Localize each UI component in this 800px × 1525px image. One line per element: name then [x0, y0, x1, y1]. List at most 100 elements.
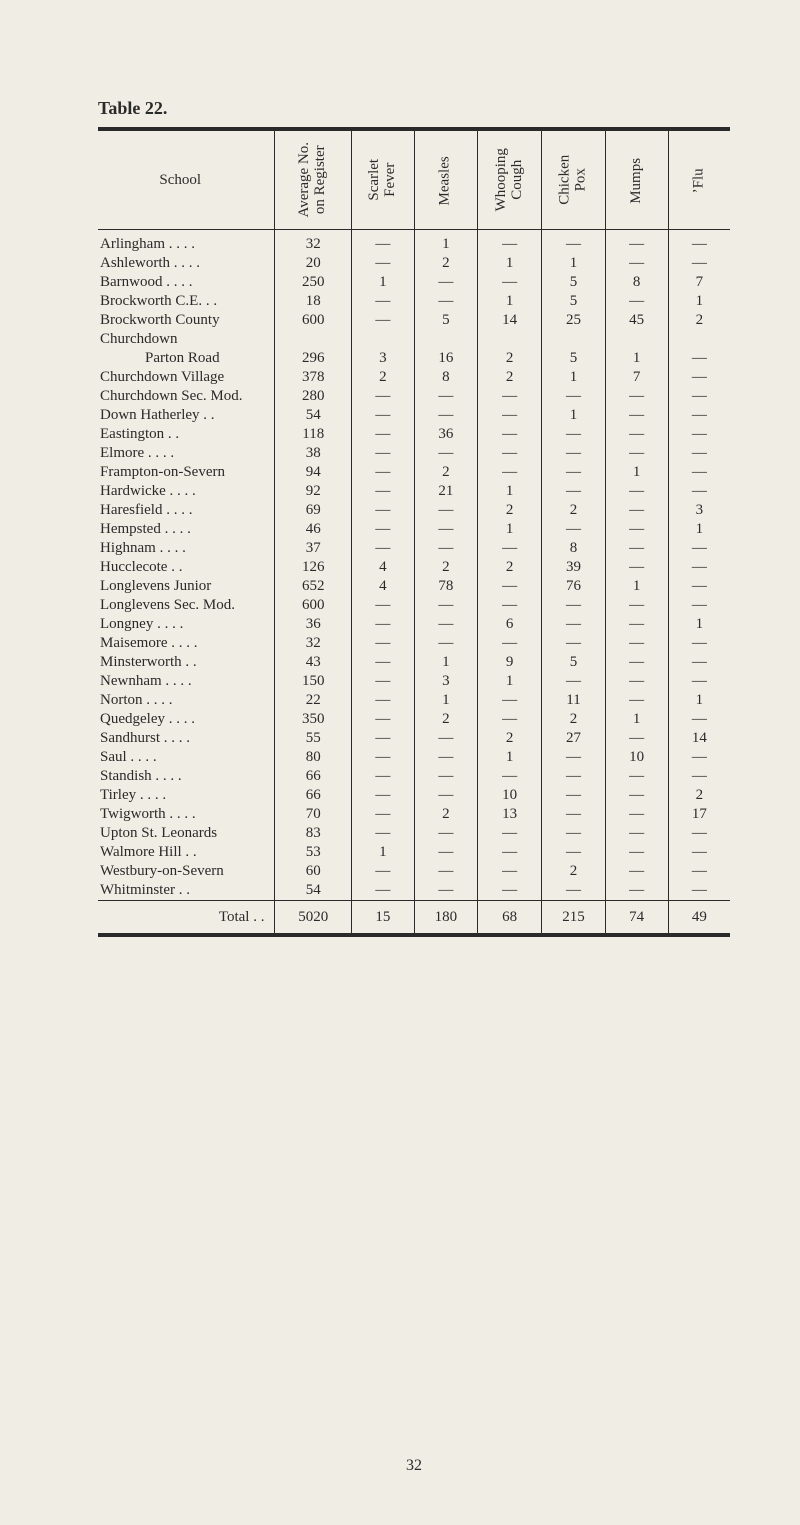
cell-value: 60	[275, 862, 352, 881]
cell-value: 1	[478, 482, 542, 501]
school-name: Longlevens Junior	[98, 577, 275, 596]
cell-value: —	[478, 824, 542, 843]
cell-value: —	[352, 767, 415, 786]
cell-value: —	[478, 634, 542, 653]
total-avg-no: 5020	[275, 901, 352, 936]
cell-value: —	[478, 691, 542, 710]
cell-value: —	[478, 862, 542, 881]
cell-value: 80	[275, 748, 352, 767]
cell-value: —	[542, 235, 605, 254]
cell-value: —	[352, 520, 415, 539]
table-title: Table 22.	[98, 98, 730, 119]
school-name: Upton St. Leonards	[98, 824, 275, 843]
cell-value: —	[414, 520, 477, 539]
cell-value: —	[668, 843, 730, 862]
school-name: Frampton-on-Severn	[98, 463, 275, 482]
cell-value: 2	[414, 805, 477, 824]
cell-value: 20	[275, 254, 352, 273]
cell-value: —	[478, 710, 542, 729]
cell-value: —	[352, 444, 415, 463]
cell-value: 1	[414, 691, 477, 710]
cell-value: —	[352, 653, 415, 672]
cell-value: 76	[542, 577, 605, 596]
cell-value: 1	[542, 406, 605, 425]
cell-value: 1	[668, 292, 730, 311]
cell-value: —	[414, 539, 477, 558]
cell-value: —	[478, 596, 542, 615]
school-name: Down Hatherley . .	[98, 406, 275, 425]
cell-value: —	[668, 634, 730, 653]
school-name: Barnwood . . . .	[98, 273, 275, 292]
cell-value: —	[352, 748, 415, 767]
cell-value	[605, 330, 668, 349]
cell-value: 2	[542, 710, 605, 729]
cell-value: 1	[478, 292, 542, 311]
cell-value: 5	[414, 311, 477, 330]
cell-value: 1	[478, 672, 542, 691]
school-name: Newnham . . . .	[98, 672, 275, 691]
cell-value: —	[605, 406, 668, 425]
cell-value: —	[668, 862, 730, 881]
table-row: Maisemore . . . .32——————	[98, 634, 730, 653]
school-name: Brockworth C.E. . .	[98, 292, 275, 311]
cell-value: —	[352, 596, 415, 615]
cell-value: —	[605, 292, 668, 311]
cell-value: —	[414, 824, 477, 843]
table-row: Minsterworth . .43—195——	[98, 653, 730, 672]
table-body: Arlingham . . . .32—1————Ashleworth . . …	[98, 230, 730, 901]
table-row: Walmore Hill . .531—————	[98, 843, 730, 862]
cell-value: 1	[605, 349, 668, 368]
cell-value	[668, 330, 730, 349]
school-name: Hucclecote . .	[98, 558, 275, 577]
cell-value: 5	[542, 653, 605, 672]
col-whooping-cough: WhoopingCough	[478, 131, 542, 230]
cell-value: —	[414, 444, 477, 463]
school-name: Longlevens Sec. Mod.	[98, 596, 275, 615]
table-row: Elmore . . . .38——————	[98, 444, 730, 463]
cell-value: —	[478, 463, 542, 482]
table-row: Churchdown Village37828217—	[98, 368, 730, 387]
cell-value: —	[668, 349, 730, 368]
cell-value: —	[605, 881, 668, 901]
col-measles: Measles	[414, 131, 477, 230]
cell-value: —	[605, 387, 668, 406]
cell-value: —	[352, 235, 415, 254]
cell-value: 8	[414, 368, 477, 387]
col-avg-no: Average No.on Register	[275, 131, 352, 230]
col-chicken-pox: ChickenPox	[542, 131, 605, 230]
cell-value: —	[352, 881, 415, 901]
cell-value: 32	[275, 235, 352, 254]
cell-value: —	[668, 558, 730, 577]
cell-value: —	[542, 520, 605, 539]
table-row: Newnham . . . .150—31———	[98, 672, 730, 691]
cell-value: —	[668, 406, 730, 425]
total-label: Total . .	[98, 901, 275, 936]
cell-value: —	[668, 748, 730, 767]
cell-value: 53	[275, 843, 352, 862]
cell-value: 250	[275, 273, 352, 292]
cell-value	[478, 330, 542, 349]
table-row: Longlevens Junior652478—761—	[98, 577, 730, 596]
cell-value: —	[542, 767, 605, 786]
cell-value: 2	[478, 501, 542, 520]
cell-value: —	[414, 881, 477, 901]
cell-value: —	[352, 501, 415, 520]
cell-value: 10	[605, 748, 668, 767]
cell-value: —	[542, 824, 605, 843]
table-row: Brockworth County600—51425452	[98, 311, 730, 330]
cell-value: 14	[478, 311, 542, 330]
cell-value: 22	[275, 691, 352, 710]
cell-value: —	[542, 482, 605, 501]
school-name: Longney . . . .	[98, 615, 275, 634]
school-name: Haresfield . . . .	[98, 501, 275, 520]
cell-value: —	[605, 805, 668, 824]
school-name: Sandhurst . . . .	[98, 729, 275, 748]
cell-value: —	[414, 862, 477, 881]
cell-value: —	[668, 444, 730, 463]
cell-value: 36	[414, 425, 477, 444]
cell-value: 2	[478, 368, 542, 387]
cell-value: 2	[414, 558, 477, 577]
table-row: Hucclecote . .12642239——	[98, 558, 730, 577]
cell-value: —	[605, 691, 668, 710]
cell-value: —	[352, 634, 415, 653]
